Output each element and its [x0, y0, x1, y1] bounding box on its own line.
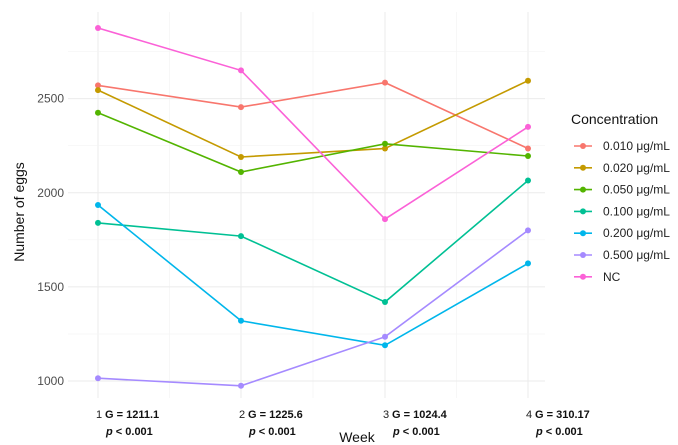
p-value-label: p < 0.001: [105, 426, 153, 438]
g-statistic-label: G = 1024.4: [392, 409, 448, 421]
legend-title: Concentration: [571, 111, 658, 127]
y-tick-label: 2000: [37, 186, 64, 200]
legend-key-point: [580, 230, 586, 237]
series-line-0-020-g-ml: [97, 79, 529, 158]
legend-item: NC: [574, 270, 621, 284]
legend-key-point: [580, 252, 586, 258]
data-point-0-100-g-ml: [238, 233, 244, 240]
legend-key-point: [580, 186, 586, 193]
data-point-0-010-g-ml: [525, 145, 531, 152]
data-point-0-020-g-ml: [525, 77, 531, 84]
g-statistic-label: G = 1225.6: [248, 409, 303, 421]
y-tick-label: 1500: [37, 280, 64, 294]
data-point-0-050-g-ml: [95, 109, 101, 116]
data-point-0-500-g-ml: [525, 227, 531, 234]
legend-item: 0.200 μg/mL: [574, 226, 670, 240]
data-point-0-020-g-ml: [382, 145, 388, 152]
p-value-label: p < 0.001: [248, 426, 296, 438]
legend-label: 0.010 μg/mL: [603, 139, 670, 153]
data-point-nc: [382, 216, 388, 223]
series-line-0-200-g-ml: [97, 204, 529, 347]
legend-item: 0.010 μg/mL: [574, 139, 670, 153]
y-tick-labels: 1000 1500 2000 2500: [37, 92, 64, 388]
data-point-nc: [95, 25, 101, 31]
legend-key-point: [580, 143, 586, 149]
p-value-label: p < 0.001: [535, 426, 583, 438]
data-point-0-200-g-ml: [95, 202, 101, 208]
data-point-0-200-g-ml: [525, 260, 531, 267]
legend-item: 0.050 μg/mL: [574, 183, 670, 197]
g-statistic-label: G = 310.17: [535, 409, 590, 421]
grid: [68, 12, 545, 398]
p-value-label: p < 0.001: [392, 426, 440, 438]
data-point-0-100-g-ml: [382, 299, 388, 305]
x-tick-label: 3: [383, 409, 389, 421]
data-point-0-010-g-ml: [382, 79, 388, 86]
data-point-0-200-g-ml: [238, 317, 244, 324]
series-line-0-100-g-ml: [97, 179, 529, 303]
legend: Concentration 0.010 μg/mL 0.020 μg/mL 0.05…: [571, 111, 670, 284]
legend-item: 0.020 μg/mL: [574, 161, 670, 175]
data-point-nc: [525, 123, 531, 130]
y-tick-label: 1000: [37, 374, 64, 388]
data-point-0-500-g-ml: [238, 382, 244, 389]
series-points: [95, 25, 531, 389]
g-statistic-label: G = 1211.1: [105, 409, 159, 421]
legend-label: 0.200 μg/mL: [603, 226, 670, 240]
x-tick-label: 2: [239, 409, 245, 421]
data-point-0-050-g-ml: [525, 153, 531, 159]
series-line-0-010-g-ml: [97, 81, 529, 150]
x-tick-label: 1: [96, 409, 102, 421]
series-line-0-050-g-ml: [97, 111, 529, 173]
data-point-nc: [238, 67, 244, 74]
data-point-0-010-g-ml: [95, 82, 101, 89]
data-point-0-010-g-ml: [238, 104, 244, 111]
series-line-nc: [97, 27, 529, 221]
legend-key-point: [580, 208, 586, 215]
legend-item: 0.500 μg/mL: [574, 248, 670, 262]
data-point-0-100-g-ml: [95, 219, 101, 226]
data-point-0-500-g-ml: [382, 333, 388, 340]
data-point-0-050-g-ml: [238, 169, 244, 175]
series-line-0-500-g-ml: [97, 229, 529, 387]
data-point-0-050-g-ml: [382, 140, 388, 147]
x-axis-title: Week: [339, 429, 376, 445]
y-tick-label: 2500: [37, 92, 64, 106]
data-point-0-100-g-ml: [525, 177, 531, 184]
data-point-0-200-g-ml: [382, 342, 388, 349]
legend-label: 0.100 μg/mL: [603, 204, 670, 218]
legend-label: NC: [603, 270, 621, 284]
legend-item: 0.100 μg/mL: [574, 204, 670, 218]
legend-label: 0.500 μg/mL: [603, 248, 670, 262]
legend-key-point: [580, 273, 586, 280]
legend-key-point: [580, 164, 586, 171]
legend-label: 0.020 μg/mL: [603, 161, 670, 175]
y-axis-title: Number of eggs: [11, 162, 27, 262]
data-point-0-020-g-ml: [238, 154, 244, 160]
data-point-0-020-g-ml: [95, 87, 101, 94]
data-point-0-500-g-ml: [95, 375, 101, 382]
series-lines: [97, 27, 529, 387]
x-tick-label: 4: [526, 409, 532, 421]
legend-label: 0.050 μg/mL: [603, 183, 670, 197]
